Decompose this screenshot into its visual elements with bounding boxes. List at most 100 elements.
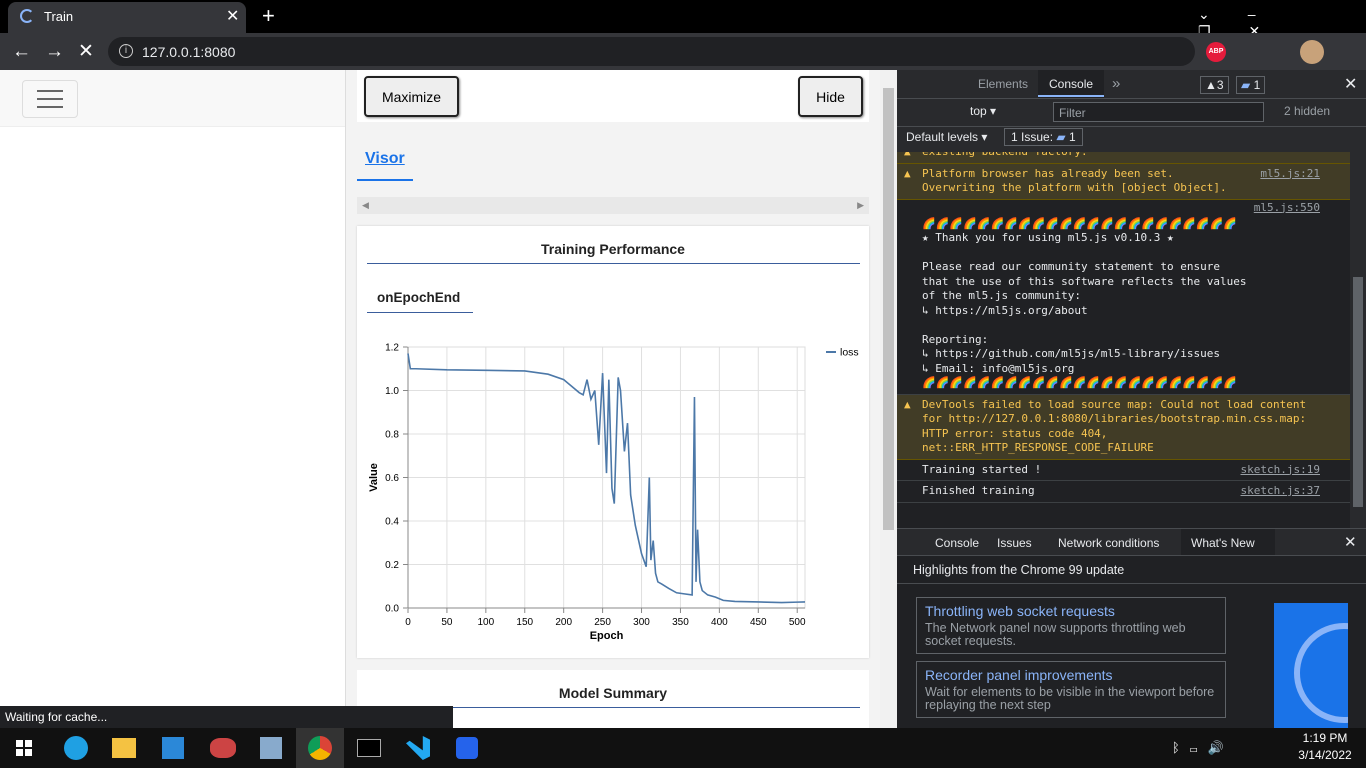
console-line: Platform browser has already been set. — [922, 166, 1174, 180]
scrollbar[interactable] — [880, 70, 897, 728]
source-link[interactable]: sketch.js:37 — [1240, 484, 1320, 497]
nav-buttons[interactable]: ←→✕ — [12, 41, 108, 62]
console-line: Reporting: — [922, 332, 989, 346]
warning-badge[interactable]: ▲3 — [1200, 76, 1229, 94]
console-line: ★ Thank you for using ml5.js v0.10.3 ★ — [922, 231, 1174, 244]
x-tick-label: 350 — [672, 617, 689, 628]
x-tick-label: 300 — [633, 617, 650, 628]
console-message: sketch.js:37 Finished training — [897, 481, 1350, 503]
hide-button[interactable]: Hide — [798, 76, 863, 117]
whats-new-heading: Highlights from the Chrome 99 update — [913, 563, 1125, 577]
console-line: that the use of this software reflects t… — [922, 274, 1247, 288]
x-tick-label: 450 — [750, 617, 767, 628]
tab-title: Train — [44, 9, 74, 24]
card-title: Recorder panel improvements — [925, 667, 1113, 683]
x-tick-label: 100 — [477, 617, 494, 628]
filter-input[interactable]: Filter — [1053, 102, 1264, 122]
devtools-tab[interactable]: Elements — [978, 77, 1029, 91]
console-line: DevTools failed to load source map: Coul… — [922, 397, 1307, 411]
explorer-icon[interactable] — [112, 738, 136, 758]
h-scroll[interactable]: ◀ ▶ — [357, 197, 869, 214]
new-tab[interactable]: + — [262, 3, 275, 28]
console-line: ↳ https://github.com/ml5js/ml5-library/i… — [922, 347, 1221, 360]
start-button[interactable] — [16, 740, 32, 756]
chart-card — [357, 226, 869, 658]
terminal-icon[interactable] — [357, 739, 381, 757]
date: 3/14/2022 — [1298, 748, 1352, 762]
subtitle: onEpochEnd — [377, 290, 461, 305]
devtools-tab[interactable]: Console — [1049, 77, 1094, 91]
drawer-tab[interactable]: Network conditions — [1058, 536, 1160, 550]
y-tick-label: 1.0 — [385, 386, 399, 397]
x-axis-title: Epoch — [590, 630, 624, 642]
issues-button[interactable]: 1 Issue: ▰ 1 — [1004, 128, 1083, 146]
legend-label: loss — [840, 347, 859, 359]
card-text: Wait for elements to be visible in the v… — [925, 685, 1215, 712]
drawer-tabs — [897, 528, 1366, 556]
maximize-button[interactable]: Maximize — [364, 76, 459, 117]
console-line: ↳ Email: info@ml5js.org — [922, 361, 1075, 375]
close-drawer[interactable]: ✕ — [1344, 534, 1357, 551]
context-select[interactable]: top ▾ — [970, 104, 997, 118]
abp-icon[interactable]: ABP — [1206, 42, 1226, 62]
store-icon[interactable] — [162, 737, 184, 759]
active-tab-bg — [1181, 529, 1275, 555]
issues-count: 1 — [1068, 130, 1076, 144]
console-line: 🌈🌈🌈🌈🌈🌈🌈🌈🌈🌈🌈🌈🌈🌈🌈🌈🌈🌈🌈🌈🌈🌈🌈 — [922, 216, 1238, 230]
console-line: ↳ https://ml5js.org/about — [922, 303, 1088, 317]
chrome-active[interactable] — [296, 728, 344, 768]
info-icon[interactable]: i — [119, 44, 133, 58]
console-message: ▲ ml5.js:21 Platform browser has already b… — [897, 163, 1350, 200]
console-message: sketch.js:19 Training started ! — [897, 460, 1350, 481]
app-icon[interactable] — [456, 737, 478, 759]
feature-card[interactable]: Throttling web socket requests The Networ… — [916, 597, 1226, 654]
message-badge[interactable]: ▰ 1 — [1236, 76, 1266, 94]
y-tick-label: 0.8 — [385, 430, 399, 441]
issues: 1 Issue: — [1011, 130, 1054, 144]
clock[interactable]: 1:19 PM 3/14/2022 — [1290, 731, 1360, 762]
drawer-tab[interactable]: What's New — [1191, 536, 1255, 550]
drawer-tab[interactable]: Issues — [997, 536, 1032, 550]
promo-image — [1274, 603, 1348, 728]
visor-tab[interactable]: Visor — [365, 150, 405, 167]
tab[interactable] — [8, 2, 246, 33]
divider — [367, 263, 860, 264]
console-messages: ▲ existing backend factory. ▲ ml5.js:21 Plat… — [897, 152, 1350, 503]
card-text: The Network panel now supports throttlin… — [925, 621, 1186, 648]
y-tick-label: 0.0 — [385, 604, 399, 615]
x-tick-label: 400 — [711, 617, 728, 628]
drawer-tab[interactable]: Console — [935, 536, 980, 550]
close-devtools[interactable]: ✕ — [1344, 76, 1358, 93]
close-tab[interactable]: ✕ — [226, 8, 240, 25]
feature-card[interactable]: Recorder panel improvements Wait for elem… — [916, 661, 1226, 718]
source-link[interactable]: ml5.js:21 — [1260, 166, 1320, 180]
console-paragraph: Please read our community statement to e… — [922, 260, 1344, 318]
console-paragraph: 🌈🌈🌈🌈🌈🌈🌈🌈🌈🌈🌈🌈🌈🌈🌈🌈🌈🌈🌈🌈🌈🌈🌈 ★ Thank you for u… — [922, 217, 1344, 246]
console-line: of the ml5.js community: — [922, 289, 1081, 302]
section-title: Model Summary — [558, 685, 668, 701]
app-icon[interactable] — [260, 737, 282, 759]
tray-icons[interactable]: ᛒ▭🔊 — [1172, 740, 1234, 755]
source-link[interactable]: sketch.js:19 — [1240, 462, 1320, 476]
active-tab-bg — [1038, 70, 1104, 98]
console-scrollbar[interactable] — [1350, 152, 1366, 528]
edge-icon[interactable] — [64, 736, 88, 760]
profile[interactable] — [1300, 40, 1324, 64]
console: ▲ existing backend factory. ▲ ml5.js:21 Plat… — [897, 152, 1350, 528]
y-tick-label: 1.2 — [385, 343, 399, 354]
hamburger[interactable] — [22, 80, 78, 118]
omnibox[interactable] — [108, 37, 1195, 66]
taskbar — [0, 728, 1366, 768]
console-line: Overwriting the platform with [object Ob… — [922, 181, 1227, 194]
console-message: ▲ existing backend factory. — [897, 152, 1350, 164]
app-icon[interactable] — [210, 738, 236, 758]
time: 1:19 PM — [1302, 731, 1348, 745]
levels-select[interactable]: Default levels ▾ — [906, 130, 988, 144]
more-tabs[interactable]: » — [1112, 75, 1121, 92]
hidden-count: 2 hidden — [1284, 104, 1331, 118]
url[interactable]: 127.0.0.1:8080 — [142, 44, 236, 60]
source-link[interactable]: ml5.js:550 — [1253, 200, 1320, 214]
warning-icon: ▲ — [904, 397, 911, 411]
levels: Default levels — [906, 130, 979, 144]
